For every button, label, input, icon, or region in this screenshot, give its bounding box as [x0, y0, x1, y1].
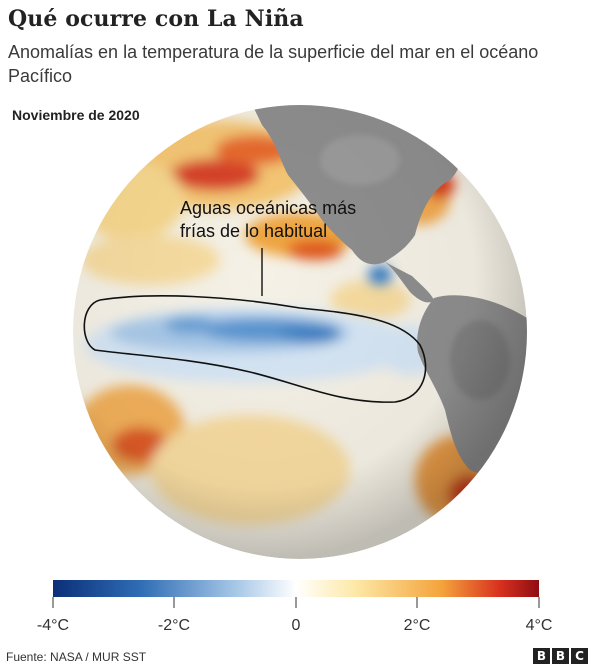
legend-ticks [52, 597, 540, 608]
bbc-logo: B B C [533, 648, 588, 664]
callout-outline [83, 295, 427, 403]
legend-tick-label-minus4: -4°C [37, 617, 69, 634]
callout-text-line-1: Aguas oceánicas más [180, 198, 356, 218]
legend-tick-label-plus4: 4°C [526, 617, 553, 634]
logo-letter-b1: B [533, 648, 550, 664]
page-title: Qué ocurre con La Niña [8, 6, 304, 32]
legend-tick-label-zero: 0 [292, 617, 301, 634]
logo-letter-b2: B [552, 648, 569, 664]
subtitle: Anomalías en la temperatura de la superf… [8, 42, 539, 86]
globe-surface [73, 105, 527, 559]
source-credit: Fuente: NASA / MUR SST [6, 650, 147, 664]
legend-tick-label-minus2: -2°C [158, 617, 190, 634]
legend-tick-label-plus2: 2°C [404, 617, 431, 634]
logo-letter-c: C [571, 648, 588, 664]
legend-color-bar [53, 580, 539, 597]
date-label: Noviembre de 2020 [12, 107, 140, 123]
callout-text-line-2: frías de lo habitual [180, 221, 327, 241]
